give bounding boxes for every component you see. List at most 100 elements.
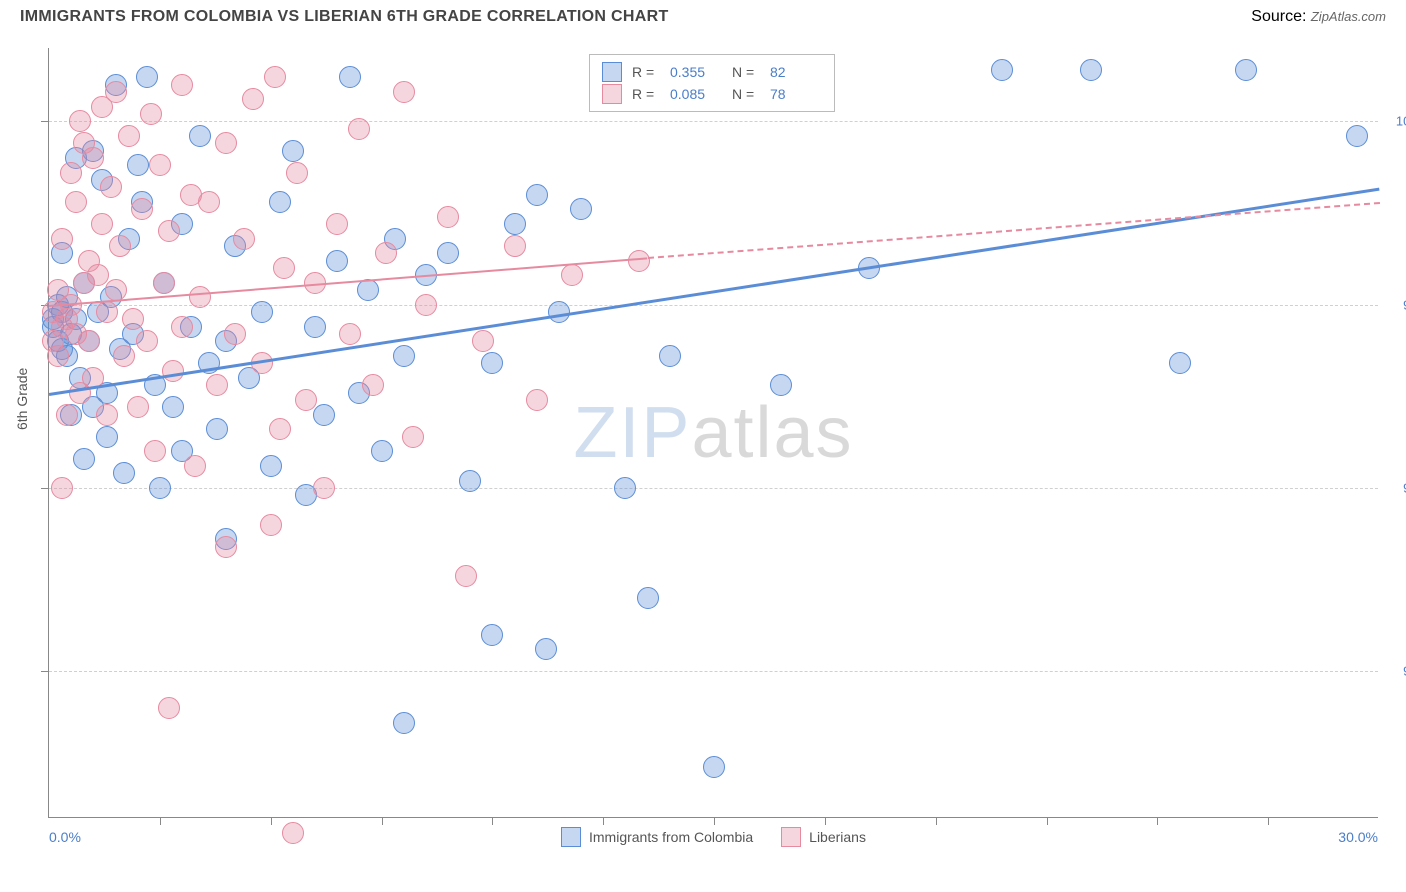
chart-plot-area: ZIPatlas 92.5%95.0%97.5%100.0%0.0%30.0%R… bbox=[48, 48, 1378, 818]
x-tick bbox=[160, 817, 161, 825]
trendline bbox=[647, 202, 1379, 259]
data-point-colombia bbox=[357, 279, 379, 301]
source-value: ZipAtlas.com bbox=[1311, 9, 1386, 24]
data-point-liberians bbox=[526, 389, 548, 411]
data-point-colombia bbox=[206, 418, 228, 440]
x-tick bbox=[1157, 817, 1158, 825]
data-point-liberians bbox=[122, 308, 144, 330]
data-point-liberians bbox=[96, 404, 118, 426]
data-point-colombia bbox=[481, 624, 503, 646]
legend-swatch bbox=[602, 62, 622, 82]
data-point-liberians bbox=[127, 396, 149, 418]
data-point-liberians bbox=[56, 404, 78, 426]
data-point-colombia bbox=[96, 426, 118, 448]
data-point-liberians bbox=[393, 81, 415, 103]
data-point-colombia bbox=[481, 352, 503, 374]
data-point-colombia bbox=[437, 242, 459, 264]
data-point-liberians bbox=[269, 418, 291, 440]
legend-swatch bbox=[561, 827, 581, 847]
data-point-liberians bbox=[215, 536, 237, 558]
data-point-colombia bbox=[251, 301, 273, 323]
data-point-colombia bbox=[1346, 125, 1368, 147]
y-tick-label: 100.0% bbox=[1396, 114, 1406, 129]
data-point-liberians bbox=[295, 389, 317, 411]
data-point-liberians bbox=[224, 323, 246, 345]
data-point-liberians bbox=[65, 191, 87, 213]
legend-swatch bbox=[781, 827, 801, 847]
x-tick bbox=[1268, 817, 1269, 825]
x-tick bbox=[271, 817, 272, 825]
data-point-liberians bbox=[82, 147, 104, 169]
data-point-liberians bbox=[91, 213, 113, 235]
data-point-liberians bbox=[206, 374, 228, 396]
r-label: R = bbox=[632, 61, 660, 83]
data-point-liberians bbox=[242, 88, 264, 110]
data-point-liberians bbox=[149, 154, 171, 176]
data-point-liberians bbox=[198, 191, 220, 213]
x-tick bbox=[382, 817, 383, 825]
data-point-liberians bbox=[100, 176, 122, 198]
data-point-liberians bbox=[326, 213, 348, 235]
data-point-liberians bbox=[339, 323, 361, 345]
gridline-h bbox=[49, 488, 1378, 489]
legend-swatch bbox=[602, 84, 622, 104]
data-point-colombia bbox=[614, 477, 636, 499]
data-point-colombia bbox=[459, 470, 481, 492]
data-point-liberians bbox=[561, 264, 583, 286]
data-point-liberians bbox=[472, 330, 494, 352]
data-point-colombia bbox=[304, 316, 326, 338]
n-value: 82 bbox=[770, 61, 822, 83]
data-point-liberians bbox=[215, 132, 237, 154]
data-point-liberians bbox=[171, 316, 193, 338]
data-point-liberians bbox=[184, 455, 206, 477]
data-point-liberians bbox=[131, 198, 153, 220]
data-point-colombia bbox=[113, 462, 135, 484]
data-point-liberians bbox=[313, 477, 335, 499]
source-label: Source: bbox=[1251, 8, 1306, 25]
data-point-liberians bbox=[158, 220, 180, 242]
data-point-colombia bbox=[393, 712, 415, 734]
data-point-liberians bbox=[69, 110, 91, 132]
data-point-liberians bbox=[260, 514, 282, 536]
data-point-colombia bbox=[189, 125, 211, 147]
data-point-colombia bbox=[526, 184, 548, 206]
gridline-h bbox=[49, 671, 1378, 672]
chart-title: IMMIGRANTS FROM COLOMBIA VS LIBERIAN 6TH… bbox=[20, 8, 669, 26]
legend-label: Immigrants from Colombia bbox=[589, 829, 753, 845]
legend-series: Immigrants from Colombia Liberians bbox=[49, 827, 1378, 847]
data-point-colombia bbox=[703, 756, 725, 778]
data-point-liberians bbox=[60, 162, 82, 184]
data-point-colombia bbox=[269, 191, 291, 213]
data-point-liberians bbox=[113, 345, 135, 367]
legend-label: Liberians bbox=[809, 829, 866, 845]
watermark: ZIPatlas bbox=[573, 392, 853, 474]
data-point-colombia bbox=[659, 345, 681, 367]
data-point-colombia bbox=[1169, 352, 1191, 374]
data-point-colombia bbox=[339, 66, 361, 88]
data-point-liberians bbox=[153, 272, 175, 294]
data-point-liberians bbox=[144, 440, 166, 462]
data-point-liberians bbox=[375, 242, 397, 264]
data-point-colombia bbox=[371, 440, 393, 462]
data-point-liberians bbox=[158, 697, 180, 719]
x-tick bbox=[603, 817, 604, 825]
legend-item-colombia: Immigrants from Colombia bbox=[561, 827, 753, 847]
data-point-colombia bbox=[162, 396, 184, 418]
data-point-colombia bbox=[770, 374, 792, 396]
data-point-liberians bbox=[402, 426, 424, 448]
data-point-liberians bbox=[286, 162, 308, 184]
watermark-prefix: ZIP bbox=[573, 393, 691, 473]
legend-item-liberians: Liberians bbox=[781, 827, 866, 847]
data-point-liberians bbox=[78, 330, 100, 352]
x-tick bbox=[492, 817, 493, 825]
data-point-liberians bbox=[105, 81, 127, 103]
data-point-liberians bbox=[437, 206, 459, 228]
y-axis-title: 6th Grade bbox=[14, 368, 30, 430]
data-point-colombia bbox=[282, 140, 304, 162]
data-point-liberians bbox=[51, 477, 73, 499]
data-point-colombia bbox=[535, 638, 557, 660]
legend-correlation-box: R =0.355N =82R =0.085N =78 bbox=[589, 54, 835, 112]
data-point-colombia bbox=[1235, 59, 1257, 81]
r-value: 0.085 bbox=[670, 83, 722, 105]
x-tick bbox=[1047, 817, 1048, 825]
